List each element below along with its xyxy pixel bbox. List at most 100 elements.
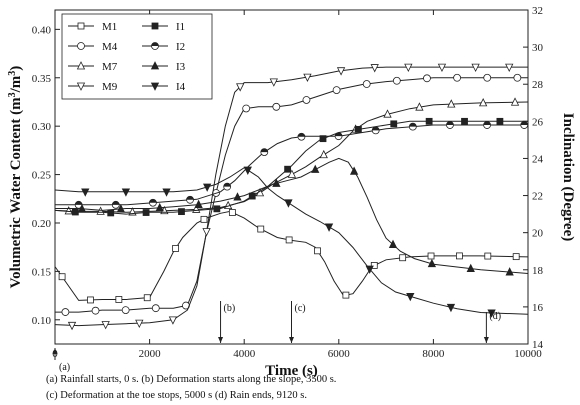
data-point [242,104,251,113]
series-m4 [55,73,528,316]
data-point [334,132,343,141]
data-point [115,296,123,303]
y-tick-label-right: 18 [532,265,544,277]
data-point [483,73,492,82]
data-point [143,294,151,302]
data-point [496,117,504,125]
data-point [365,265,374,274]
data-point [151,304,160,313]
series-i3 [55,157,529,276]
data-point-fill [260,148,268,153]
data-point [287,169,297,178]
data-point [200,215,208,223]
legend-label: I3 [176,61,186,73]
legend-entry-m4: M4 [68,41,118,53]
data-point [371,126,380,135]
data-point [248,192,256,200]
y-axis-title-right: Inclination (Degree) [560,113,576,241]
data-point [408,122,417,131]
y-tick-label-right: 20 [532,228,544,240]
data-point [77,22,85,30]
data-point [243,166,252,175]
data-point [81,188,90,197]
event-label: (a) [59,362,70,373]
caption-line-1: (a) Rainfall starts, 0 s. (b) Deformatio… [46,374,337,385]
legend: M1 M4 M7 M9 I1 I2 I3 I4 [61,13,213,100]
data-point [311,164,320,173]
legend-label: M7 [102,61,118,73]
data-point [107,209,115,217]
data-point-fill [335,132,343,137]
axes-layer: 02000400060008000100000.100.150.200.250.… [32,5,544,360]
y-tick-label-right: 32 [532,5,543,17]
data-point-fill [149,199,157,203]
data-point-fill [151,42,159,46]
y-tick-label-right: 28 [532,79,544,91]
y-tick-label-right: 16 [532,302,544,314]
data-point [213,205,221,213]
data-point [461,117,468,125]
data-point [203,183,212,192]
data-point [520,121,529,129]
data-point [456,252,463,260]
legend-label: I4 [176,81,186,93]
x-tick-label: 2000 [139,348,162,360]
data-point [151,42,159,50]
data-point [336,67,346,76]
event-arrow-head [52,348,58,354]
data-point [236,83,245,92]
data-point [76,61,86,70]
data-point [427,258,437,268]
data-point [466,263,475,273]
data-point [269,78,278,87]
data-point [319,135,327,143]
event-arrow-head [483,337,489,343]
x-tick-label: 6000 [328,348,351,360]
data-point [390,120,398,128]
event-arrow-head [289,337,294,343]
data-point [446,303,456,313]
data-point [284,199,293,208]
data-point [272,178,281,187]
caption-line-2: (c) Deformation at the toe stops, 5000 s… [46,390,307,401]
x-tick-label: 10000 [514,348,542,360]
data-point-fill [446,121,454,126]
data-point [116,204,125,213]
data-point [399,254,407,262]
data-point-fill [75,201,83,205]
x-axis-title: Time (s) [265,363,318,379]
data-point [510,97,520,106]
legend-entry-i2: I2 [142,41,185,53]
data-point [186,195,194,204]
data-point [142,209,150,216]
data-point [362,80,371,88]
data-point [87,296,94,304]
data-point [149,198,157,207]
plot-layer [54,63,529,331]
legend-label: M4 [102,41,118,53]
data-point [260,148,269,157]
plot-frame [54,9,529,345]
y-tick-label-left: 0.40 [32,24,52,36]
event-label: (d) [489,311,501,322]
data-point-fill [186,196,194,200]
event-label: (b) [224,303,236,314]
data-point-fill [520,121,528,126]
data-point [383,109,392,118]
event-marker: (b) [218,301,235,343]
x-tick-label: 8000 [422,348,445,360]
data-point [67,321,77,331]
data-point [194,199,203,208]
data-point [135,319,144,329]
y-tick-label-left: 0.35 [32,73,52,85]
y-tick-label-right: 26 [532,116,544,128]
data-point [77,42,85,50]
legend-label: I2 [176,41,185,53]
series-line-m7 [54,101,529,213]
data-point [202,228,211,237]
series-line-m4 [55,77,528,313]
data-point [324,223,334,232]
y-tick-label-left: 0.30 [32,121,52,133]
data-point [71,208,79,216]
